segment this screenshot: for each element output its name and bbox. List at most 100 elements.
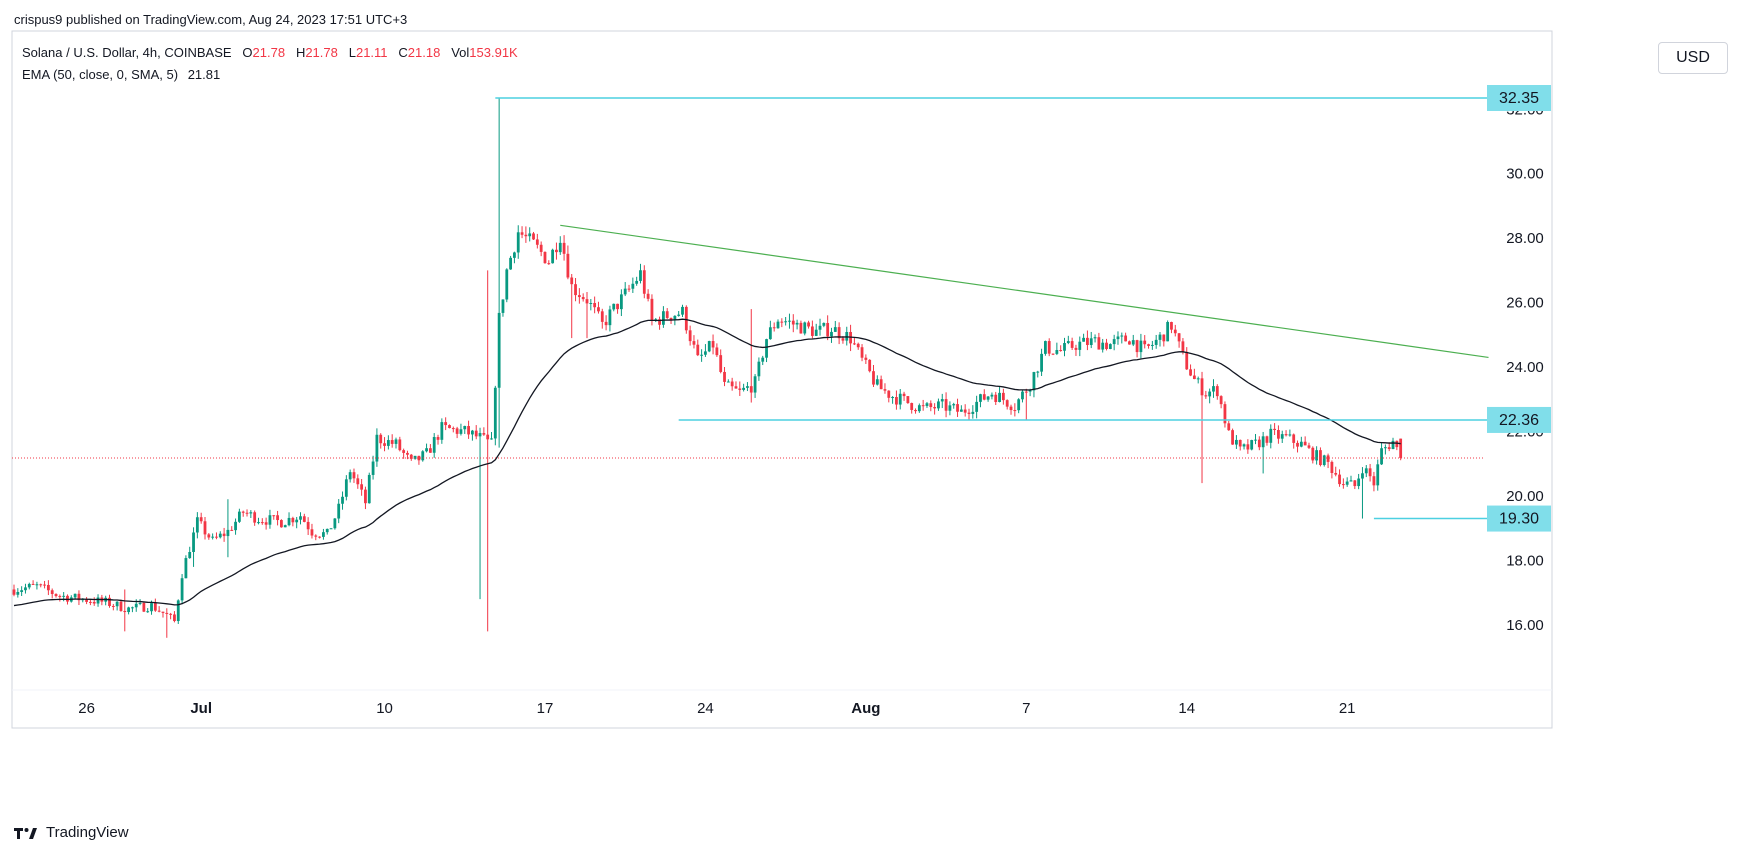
x-axis-tick-label: Jul: [190, 700, 212, 717]
candle-body: [1299, 441, 1303, 447]
candle-body: [192, 532, 195, 552]
ema-legend[interactable]: EMA (50, close, 0, SMA, 5) 21.81: [22, 67, 220, 82]
candle-body: [1166, 322, 1170, 342]
candle-body: [1150, 344, 1154, 346]
candle-body: [642, 270, 646, 294]
candle-body: [283, 525, 287, 528]
candle-body: [402, 450, 406, 453]
ohlc-close: C21.18: [398, 45, 441, 60]
candle-body: [933, 407, 937, 409]
candle-body: [444, 422, 448, 426]
candle-body: [860, 347, 864, 358]
candle-body: [306, 521, 310, 530]
x-axis-tick-label: Aug: [851, 700, 880, 717]
symbol-name[interactable]: Solana / U.S. Dollar, 4h, COINBASE: [22, 45, 232, 60]
candle-body: [696, 344, 700, 356]
candle-body: [738, 388, 742, 390]
candle-body: [516, 232, 520, 253]
candle-body: [314, 535, 318, 537]
candle-body: [856, 343, 860, 348]
candle-body: [1223, 404, 1227, 424]
candle-body: [952, 404, 956, 406]
candle-body: [505, 269, 509, 300]
candle-body: [85, 598, 88, 602]
candle-body: [89, 601, 92, 603]
candle-body: [215, 536, 218, 538]
candle-body: [1158, 334, 1162, 340]
candle-body: [994, 394, 998, 403]
candle-body: [1219, 396, 1223, 405]
y-axis-tick-label: 28.00: [1506, 230, 1544, 247]
candle-body: [1399, 438, 1403, 458]
candle-body: [1204, 395, 1208, 397]
candle-body: [364, 489, 367, 504]
candle-body: [700, 354, 703, 356]
candle-body: [142, 603, 146, 612]
candle-body: [574, 284, 577, 296]
candle-body: [707, 341, 711, 352]
candle-body: [24, 587, 27, 591]
candle-body: [58, 596, 62, 598]
candle-body: [1116, 336, 1120, 340]
candle-body: [1005, 400, 1009, 407]
candle-body: [830, 331, 833, 337]
candle-body: [971, 411, 975, 414]
currency-button[interactable]: USD: [1658, 42, 1728, 74]
candle-body: [528, 233, 532, 237]
candle-body: [482, 433, 486, 435]
candle-body: [398, 439, 402, 451]
candle-body: [451, 428, 455, 430]
candle-body: [1051, 353, 1055, 355]
candle-body: [1154, 339, 1158, 345]
candle-body: [1200, 378, 1204, 396]
candle-body: [589, 303, 593, 305]
candle-body: [318, 536, 321, 538]
candle-body: [902, 393, 906, 397]
candle-body: [959, 409, 963, 412]
candle-body: [929, 403, 933, 408]
candle-body: [226, 529, 230, 537]
candle-body: [1235, 439, 1238, 445]
candle-body: [1372, 476, 1376, 486]
candle-body: [803, 322, 807, 334]
candle-body: [814, 329, 818, 336]
level-price-label: 32.35: [1499, 90, 1539, 107]
candle-body: [956, 404, 959, 412]
level-price-label: 19.30: [1499, 511, 1539, 528]
candle-body: [570, 277, 574, 285]
candle-body: [1345, 481, 1349, 485]
candle-body: [260, 522, 264, 524]
tradingview-logo-icon: [14, 827, 37, 839]
candle-body: [127, 607, 130, 613]
candle-body: [604, 321, 608, 326]
candle-body: [131, 607, 134, 609]
candle-body: [1231, 430, 1234, 445]
candle-body: [486, 434, 490, 440]
candle-body: [673, 315, 677, 321]
candle-body: [134, 603, 138, 608]
candle-body: [257, 522, 260, 524]
publish-line: crispus9 published on TradingView.com, A…: [14, 12, 408, 27]
candle-body: [341, 496, 344, 504]
candle-body: [417, 455, 421, 461]
candle-body: [646, 293, 650, 299]
candle-body: [299, 516, 302, 520]
candle-body: [1101, 342, 1105, 350]
candle-body: [711, 341, 715, 348]
candle-body: [199, 517, 203, 522]
candle-body: [161, 611, 165, 613]
tradingview-brand[interactable]: TradingView: [14, 824, 129, 841]
candle-body: [906, 396, 910, 404]
candle-body: [1196, 378, 1200, 380]
candle-body: [872, 371, 875, 385]
candle-body: [600, 311, 604, 322]
candle-body: [864, 357, 868, 360]
candle-body: [883, 389, 887, 391]
candle-body: [761, 357, 765, 362]
candle-body: [914, 409, 917, 412]
candle-body: [230, 529, 234, 531]
level-price-label: 22.36: [1499, 412, 1539, 429]
candle-body: [807, 322, 810, 327]
candle-body: [497, 312, 501, 388]
